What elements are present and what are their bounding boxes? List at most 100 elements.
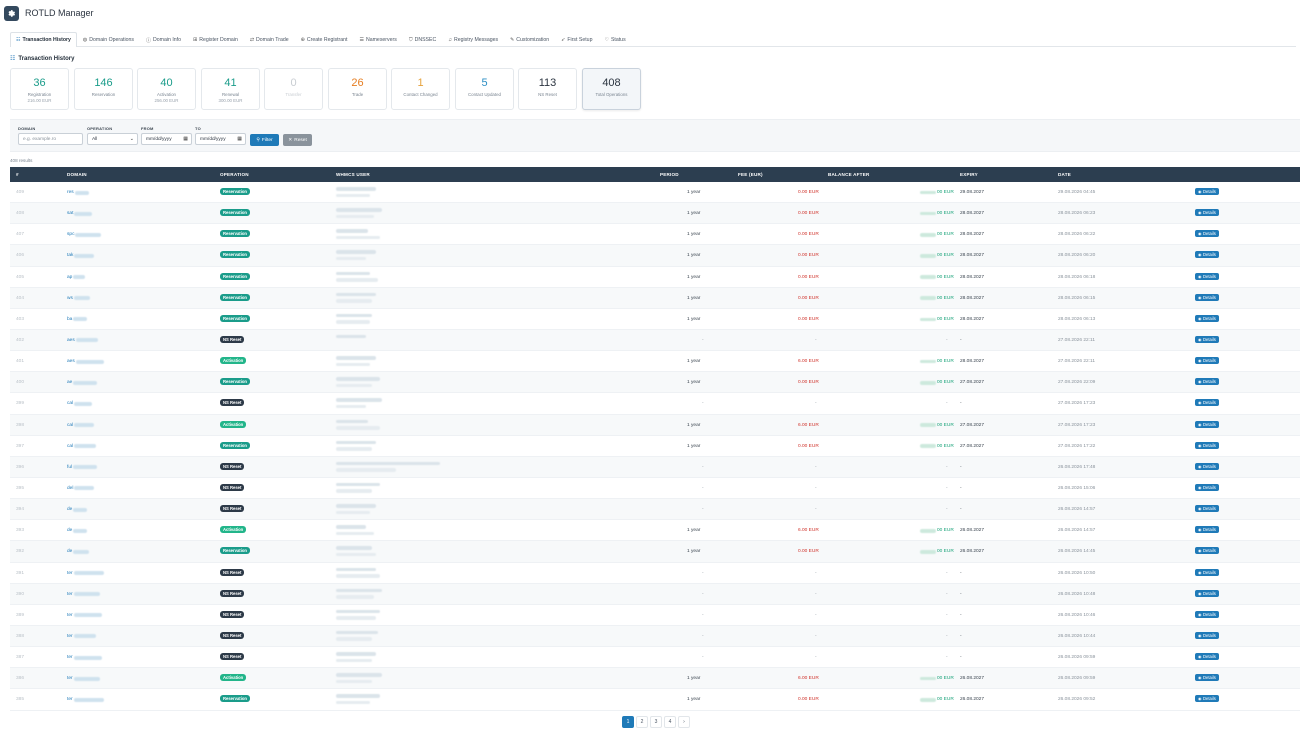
details-button[interactable]: ◉ Details [1195,209,1219,217]
domain-link[interactable]: aes [67,359,104,364]
col-header-period[interactable]: PERIOD [660,172,679,177]
domain-link[interactable]: ter [67,613,102,618]
reset-button[interactable]: ✕ Reset [283,134,312,146]
details-button[interactable]: ◉ Details [1195,526,1219,534]
tab-transaction-history[interactable]: ☷ Transaction History [10,32,77,47]
stat-card-transfer[interactable]: 0 Transfer [264,68,323,110]
details-button[interactable]: ◉ Details [1195,462,1219,470]
whmcs-user-cell[interactable] [336,609,380,620]
details-button[interactable]: ◉ Details [1195,547,1219,555]
domain-link[interactable]: res [67,190,89,195]
whmcs-user-cell[interactable] [336,673,382,684]
domain-link[interactable]: ter [67,634,96,639]
whmcs-user-cell[interactable] [336,398,382,409]
domain-link[interactable]: de [67,549,90,554]
domain-link[interactable]: ter [67,655,102,660]
details-button[interactable]: ◉ Details [1195,674,1219,682]
calendar-icon[interactable]: ▦ [237,136,242,142]
tab-domain-info[interactable]: ⓘ Domain Info [140,32,187,47]
domain-link[interactable]: ter [67,697,104,702]
page-2-button[interactable]: 2 [636,716,648,728]
page-1-button[interactable]: 1 [622,716,634,728]
whmcs-user-cell[interactable] [336,419,380,430]
stat-card-renewal[interactable]: 41 Renewal 300.00 EUR [201,68,260,110]
details-button[interactable]: ◉ Details [1195,505,1219,513]
page-4-button[interactable]: 4 [664,716,676,728]
page-3-button[interactable]: 3 [650,716,662,728]
details-button[interactable]: ◉ Details [1195,314,1219,322]
domain-link[interactable]: ws [67,296,90,301]
whmcs-user-cell[interactable] [336,461,440,472]
domain-link[interactable]: ful [67,465,98,470]
col-header-domain[interactable]: DOMAIN [67,172,87,177]
stat-card-registration[interactable]: 36 Registration 216.00 EUR [10,68,69,110]
details-button[interactable]: ◉ Details [1195,399,1219,407]
domain-link[interactable]: ter [67,676,100,681]
whmcs-user-cell[interactable] [336,271,378,282]
details-button[interactable]: ◉ Details [1195,251,1219,259]
whmcs-user-cell[interactable] [336,208,382,219]
domain-link[interactable]: ter [67,571,104,576]
stat-card-contact-changed[interactable]: 1 Contact Changed [391,68,450,110]
whmcs-user-cell[interactable] [336,313,372,324]
details-button[interactable]: ◉ Details [1195,631,1219,639]
domain-link[interactable]: cal [67,423,95,428]
whmcs-user-cell[interactable] [336,652,376,663]
stat-card-ns-reset[interactable]: 113 NS Reset [518,68,577,110]
tab-domain-trade[interactable]: ⇄ Domain Trade [244,32,295,47]
tab-customization[interactable]: ✎ Customization [504,32,555,47]
domain-link[interactable]: ae [67,380,98,385]
whmcs-user-cell[interactable] [336,334,366,339]
domain-link[interactable]: ter [67,592,100,597]
domain-link[interactable]: ap [67,275,86,280]
whmcs-user-cell[interactable] [336,567,380,578]
details-button[interactable]: ◉ Details [1195,483,1219,491]
whmcs-user-cell[interactable] [336,694,380,705]
domain-link[interactable]: cal [67,444,97,449]
details-button[interactable]: ◉ Details [1195,230,1219,238]
domain-link[interactable]: sat [67,211,93,216]
whmcs-user-cell[interactable] [336,292,376,303]
tab-register-domain[interactable]: ⊞ Register Domain [187,32,244,47]
details-button[interactable]: ◉ Details [1195,589,1219,597]
stat-card-contact-updated[interactable]: 5 Contact Updated [455,68,514,110]
domain-link[interactable]: de [67,507,88,512]
tab-status[interactable]: ♡ Status [598,32,631,47]
to-date-input[interactable]: mm/dd/yyyy ▦ [195,133,246,145]
whmcs-user-cell[interactable] [336,482,380,493]
tab-first-setup[interactable]: ➶ First Setup [555,32,598,47]
domain-link[interactable]: del [67,486,95,491]
col-header-fee[interactable]: FEE (EUR) [738,172,763,177]
details-button[interactable]: ◉ Details [1195,653,1219,661]
stat-card-reservation[interactable]: 146 Reservation [74,68,133,110]
whmcs-user-cell[interactable] [336,546,376,557]
col-header-operation[interactable]: OPERATION [220,172,249,177]
details-button[interactable]: ◉ Details [1195,610,1219,618]
details-button[interactable]: ◉ Details [1195,335,1219,343]
operation-select[interactable]: All ⌄ [87,133,138,145]
whmcs-user-cell[interactable] [336,504,376,515]
tab-domain-operations[interactable]: ◍ Domain Operations [77,32,140,47]
details-button[interactable]: ◉ Details [1195,695,1219,703]
details-button[interactable]: ◉ Details [1195,188,1219,195]
stat-card-total-operations[interactable]: 408 Total Operations [582,68,641,110]
details-button[interactable]: ◉ Details [1195,420,1219,428]
domain-link[interactable]: ba [67,317,88,322]
col-header-date[interactable]: DATE [1058,172,1071,177]
domain-link[interactable]: aes [67,338,98,343]
domain-input[interactable]: e.g. example.ro [18,133,83,145]
whmcs-user-cell[interactable] [336,356,376,367]
col-header-expiry[interactable]: EXPIRY [960,172,978,177]
whmcs-user-cell[interactable] [336,630,378,641]
domain-link[interactable]: cal [67,401,93,406]
stat-card-trade[interactable]: 26 Trade [328,68,387,110]
whmcs-user-cell[interactable] [336,377,380,388]
details-button[interactable]: ◉ Details [1195,568,1219,576]
stat-card-activation[interactable]: 40 Activation 256.00 EUR [137,68,196,110]
whmcs-user-cell[interactable] [336,250,376,261]
whmcs-user-cell[interactable] [336,588,382,599]
col-header-balance-after[interactable]: BALANCE AFTER [828,172,870,177]
from-date-input[interactable]: mm/dd/yyyy ▦ [141,133,192,145]
whmcs-user-cell[interactable] [336,440,376,451]
domain-link[interactable]: spc [67,232,102,237]
